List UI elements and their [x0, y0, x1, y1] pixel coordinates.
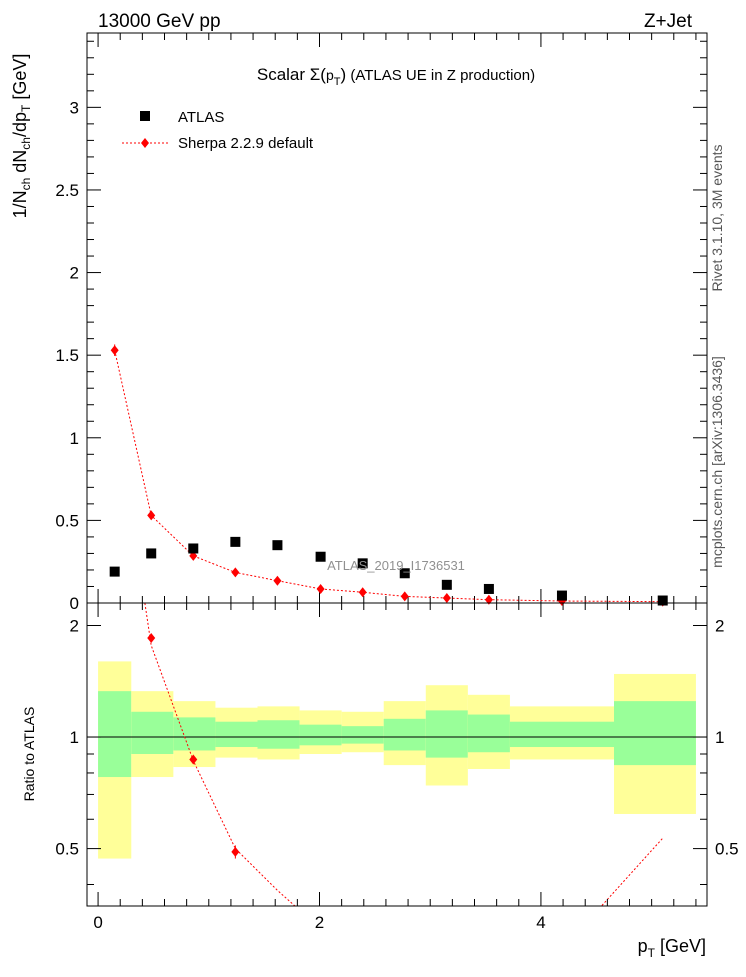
- green-band-segment: [383, 718, 426, 751]
- process-label: Z+Jet: [644, 11, 693, 32]
- ratio-y-tick-label-right: 1: [715, 728, 724, 747]
- green-band-segment: [509, 721, 614, 748]
- atlas-point: [556, 590, 567, 601]
- green-band-segment: [467, 714, 510, 753]
- plot-title-sigma: Σ(: [310, 65, 327, 84]
- ratio-sherpa-line-group: [144, 603, 664, 906]
- rivet-label: Rivet 3.1.10, 3M events: [709, 144, 725, 291]
- ratio-sherpa-line: [144, 603, 664, 906]
- atlas-point: [441, 579, 452, 590]
- sherpa-point: [231, 567, 240, 578]
- sherpa-point: [316, 583, 325, 594]
- ratio-y-tick-label-right: 2: [715, 616, 724, 635]
- atlas-point: [657, 595, 668, 606]
- legend-atlas-label: ATLAS: [178, 109, 224, 126]
- atlas-point: [272, 540, 283, 551]
- atlas-series: [109, 536, 668, 606]
- legend: ATLAS Sherpa 2.2.9 default: [122, 109, 314, 152]
- x-axis-label-sub: T: [648, 946, 656, 960]
- sherpa-point: [484, 594, 493, 605]
- main-y-tick-label: 1.5: [55, 346, 79, 365]
- atlas-point: [357, 558, 368, 569]
- sherpa-point: [442, 593, 451, 604]
- x-tick-label: 0: [93, 913, 102, 932]
- main-y-tick-label: 2.5: [55, 181, 79, 200]
- ratio-axis-ticks: [87, 603, 707, 906]
- green-band-segment: [299, 724, 342, 746]
- ratio-y-tick-label-right: 0.5: [715, 840, 739, 859]
- ratio-y-tick-label-left: 0.5: [55, 840, 79, 859]
- atlas-point: [109, 566, 120, 577]
- x-tick-labels: 0 2 4: [93, 913, 545, 932]
- green-band-segment: [614, 701, 696, 766]
- x-axis-label-p: p: [638, 936, 648, 956]
- ratio-y-tick-label-left: 1: [70, 728, 79, 747]
- sherpa-line: [114, 350, 663, 603]
- green-band-segment: [98, 691, 132, 778]
- atlas-point: [146, 548, 157, 559]
- atlas-point: [315, 551, 326, 562]
- green-band-segment: [131, 711, 174, 755]
- atlas-point: [230, 536, 241, 547]
- x-axis-label: pT [GeV]: [638, 936, 706, 960]
- plot-title-close: ): [340, 65, 346, 84]
- plot-title-sub: T: [334, 76, 341, 88]
- plot-title-main: Scalar: [257, 65, 310, 84]
- main-y-tick-label: 2: [70, 264, 79, 283]
- ratio-sherpa-point: [189, 754, 198, 765]
- plot-title: Scalar Σ(pT) (ATLAS UE in Z production): [257, 65, 535, 88]
- sherpa-point: [273, 575, 282, 586]
- ratio-y-axis-label: Ratio to ATLAS: [21, 707, 37, 802]
- sherpa-point: [400, 591, 409, 602]
- legend-sherpa-marker: [141, 138, 149, 148]
- main-plot-area: Scalar Σ(pT) (ATLAS UE in Z production) …: [10, 32, 708, 613]
- mcplots-label: mcplots.cern.ch [arXiv:1306.3436]: [709, 356, 725, 568]
- ratio-uncertainty-bands: [98, 661, 696, 859]
- plot-title-rest: (ATLAS UE in Z production): [346, 67, 535, 84]
- plot-title-p: p: [326, 67, 334, 83]
- energy-label: 13000 GeV pp: [98, 11, 221, 32]
- ratio-sherpa-point: [231, 846, 240, 857]
- main-y-tick-labels: 0 0.5 1 1.5 2 2.5 3: [55, 98, 79, 613]
- sherpa-point: [110, 345, 119, 356]
- x-tick-label: 4: [536, 913, 545, 932]
- main-y-tick-label: 1: [70, 429, 79, 448]
- ratio-plot-area: 0.5 0.5 1 1 2 2 0 2 4 Ratio to ATLAS pT [GeV]: [21, 602, 739, 960]
- ratio-sherpa-point: [147, 633, 156, 644]
- main-y-axis-label: 1/Nch dNch/dpT [GeV]: [10, 54, 33, 219]
- atlas-point: [188, 543, 199, 554]
- legend-atlas-marker: [140, 111, 150, 121]
- ratio-y-tick-label-left: 2: [70, 616, 79, 635]
- green-band-segment: [425, 710, 468, 758]
- atlas-point: [399, 568, 410, 579]
- main-axis-ticks: [87, 33, 707, 604]
- ratio-y-tick-labels: 0.5 0.5 1 1 2 2: [55, 616, 738, 858]
- main-y-tick-label: 0.5: [55, 511, 79, 530]
- ratio-sherpa-series: [144, 603, 664, 906]
- atlas-point: [483, 583, 494, 594]
- main-y-tick-label: 0: [70, 594, 79, 613]
- green-band-segment: [215, 721, 258, 748]
- green-band-segment: [341, 726, 384, 744]
- x-tick-label: 2: [315, 913, 324, 932]
- sherpa-series: [110, 344, 667, 607]
- green-band-segment: [257, 720, 300, 749]
- legend-sherpa-label: Sherpa 2.2.9 default: [178, 135, 314, 152]
- main-y-tick-label: 3: [70, 98, 79, 117]
- x-axis-label-unit: [GeV]: [655, 936, 706, 956]
- analysis-label: ATLAS_2019_I1736531: [327, 558, 465, 573]
- sherpa-point: [147, 510, 156, 521]
- green-band-segment: [173, 717, 216, 751]
- sherpa-point: [358, 587, 367, 598]
